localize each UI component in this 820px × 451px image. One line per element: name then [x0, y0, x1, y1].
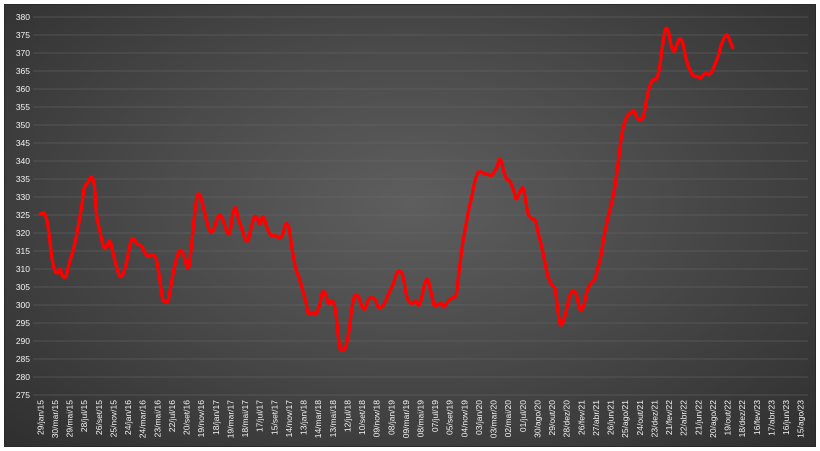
x-tick-label: 09/nov/18	[372, 400, 382, 438]
y-axis-ticks: 275 280 285 290 295 300 305 310 315 320 325 330 335 3…	[16, 12, 30, 400]
y-tick-label: 280	[16, 372, 30, 382]
y-tick-label: 380	[16, 12, 30, 22]
y-tick-label: 370	[16, 48, 30, 58]
y-tick-label: 365	[16, 66, 30, 76]
x-tick-label: 26/set/15	[94, 400, 104, 435]
x-tick-label: 28/jul/15	[79, 400, 89, 432]
x-tick-label: 20/ago/22	[708, 400, 718, 438]
x-tick-label: 18/dez/22	[737, 400, 747, 438]
x-tick-label: 04/nov/19	[459, 400, 469, 438]
y-tick-label: 320	[16, 228, 30, 238]
y-tick-label: 350	[16, 120, 30, 130]
y-tick-label: 330	[16, 192, 30, 202]
y-tick-label: 315	[16, 246, 30, 256]
x-tick-label: 14/mar/18	[313, 400, 323, 439]
x-tick-label: 30/mar/15	[50, 400, 60, 439]
y-tick-label: 335	[16, 174, 30, 184]
x-tick-label: 03/mar/20	[489, 400, 499, 439]
y-tick-label: 295	[16, 318, 30, 328]
x-tick-label: 13/mai/18	[328, 400, 338, 438]
x-tick-label: 15/set/17	[269, 400, 279, 435]
x-tick-label: 05/set/19	[445, 400, 455, 435]
x-tick-label: 03/jan/20	[474, 400, 484, 435]
y-tick-label: 305	[16, 282, 30, 292]
x-tick-label: 16/jun/23	[781, 400, 791, 435]
x-tick-label: 20/set/16	[182, 400, 192, 435]
y-tick-label: 285	[16, 354, 30, 364]
series-layer	[38, 26, 735, 353]
x-tick-label: 22/abr/22	[679, 400, 689, 436]
y-tick-label: 275	[16, 390, 30, 400]
x-tick-label: 26/fev/21	[576, 400, 586, 435]
x-tick-label: 15/ago/23	[796, 400, 806, 438]
y-tick-label: 345	[16, 138, 30, 148]
x-tick-label: 13/jan/18	[299, 400, 309, 435]
series-line	[38, 26, 735, 353]
x-tick-label: 10/set/18	[357, 400, 367, 435]
x-tick-label: 21/fev/22	[664, 400, 674, 435]
y-tick-label: 325	[16, 210, 30, 220]
x-tick-label: 18/mai/17	[240, 400, 250, 438]
y-tick-label: 360	[16, 84, 30, 94]
y-tick-label: 340	[16, 156, 30, 166]
x-tick-label: 29/jan/15	[35, 400, 45, 435]
x-tick-label: 02/mai/20	[503, 400, 513, 438]
x-tick-label: 21/jun/22	[693, 400, 703, 435]
x-tick-label: 19/nov/16	[196, 400, 206, 438]
x-tick-label: 07/jul/19	[430, 400, 440, 432]
x-tick-label: 29/out/20	[547, 400, 557, 436]
x-tick-label: 01/jul/20	[518, 400, 528, 432]
y-tick-label: 375	[16, 30, 30, 40]
y-tick-label: 310	[16, 264, 30, 274]
x-tick-label: 09/mar/19	[401, 400, 411, 439]
x-tick-label: 25/ago/21	[620, 400, 630, 438]
y-tick-label: 300	[16, 300, 30, 310]
x-tick-label: 27/abr/21	[591, 400, 601, 436]
x-tick-label: 17/jul/17	[255, 400, 265, 432]
x-tick-label: 24/jan/16	[123, 400, 133, 435]
x-tick-label: 23/mai/16	[152, 400, 162, 438]
x-tick-label: 18/jan/17	[211, 400, 221, 435]
x-tick-label: 26/jun/21	[606, 400, 616, 435]
x-tick-label: 22/jul/16	[167, 400, 177, 432]
x-axis-ticks: 29/jan/15 30/mar/15 29/mai/15 28/jul/15 26/s…	[35, 400, 805, 439]
x-tick-label: 14/nov/17	[284, 400, 294, 438]
gridlines	[33, 16, 808, 396]
x-tick-label: 28/dez/20	[562, 400, 572, 438]
chart-area	[4, 4, 816, 447]
x-tick-label: 24/mar/16	[138, 400, 148, 439]
x-tick-label: 17/abr/23	[766, 400, 776, 436]
y-tick-label: 290	[16, 336, 30, 346]
x-tick-label: 23/dez/21	[649, 400, 659, 438]
x-tick-label: 25/nov/15	[108, 400, 118, 438]
y-tick-label: 355	[16, 102, 30, 112]
x-tick-label: 08/jan/19	[386, 400, 396, 435]
x-tick-label: 24/out/21	[635, 400, 645, 436]
x-tick-label: 19/out/22	[723, 400, 733, 436]
x-tick-label: 30/ago/20	[532, 400, 542, 438]
x-tick-label: 29/mai/15	[65, 400, 75, 438]
x-tick-label: 16/fev/23	[752, 400, 762, 435]
x-tick-label: 12/jul/18	[342, 400, 352, 432]
x-tick-label: 08/mai/19	[416, 400, 426, 438]
x-tick-label: 19/mar/17	[225, 400, 235, 439]
